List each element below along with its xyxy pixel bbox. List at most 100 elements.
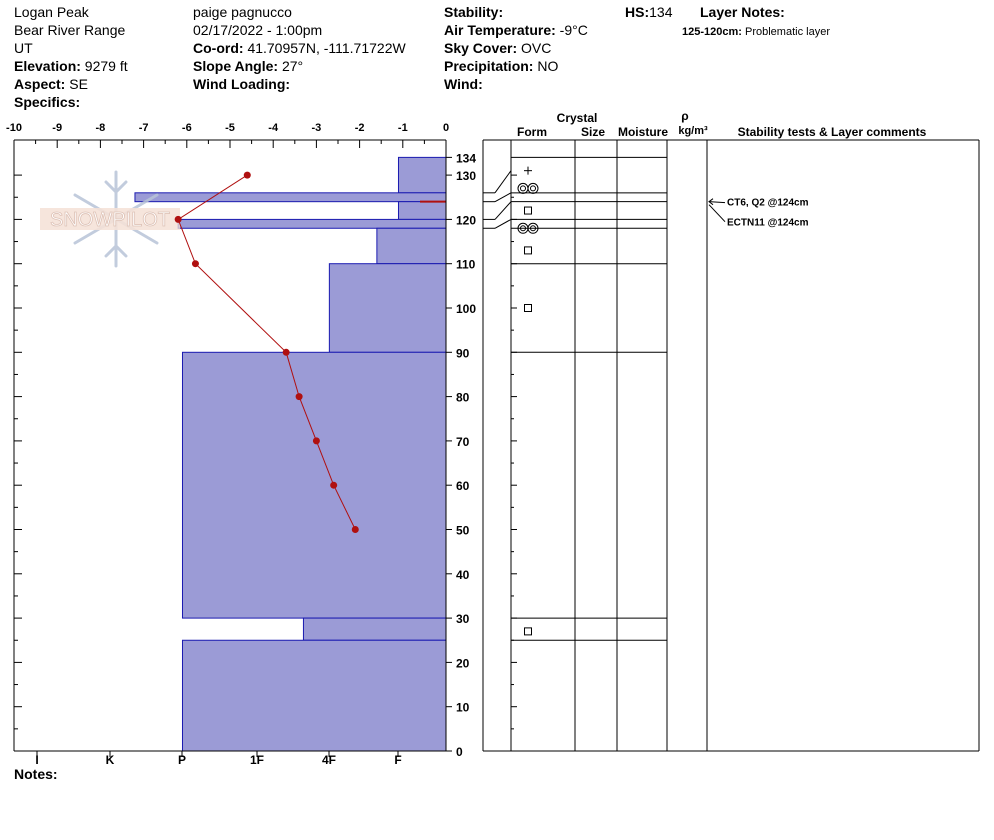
stability-test-label: ECTN11 @124cm [727, 218, 809, 229]
temp-tick-label: -9 [52, 122, 62, 134]
depth-tick-label: 90 [456, 346, 470, 360]
total-snow-depth: HS:134 [625, 4, 673, 20]
depth-tick-label: 120 [456, 213, 476, 227]
crystal-header: Crystal [557, 111, 598, 125]
depth-tick-label: 30 [456, 612, 470, 626]
hardness-layer [181, 639, 447, 752]
crystal-form-ring [527, 182, 539, 194]
crystal-form-square [524, 246, 532, 255]
layer-connector [494, 201, 512, 220]
stability-arrowhead [708, 198, 714, 206]
depth-tick-label: 134 [456, 151, 476, 165]
temp-tick-label: -4 [268, 122, 279, 134]
precipitation: Precipitation: NO [444, 58, 559, 74]
depth-tick-label: 40 [456, 568, 470, 582]
temperature-line [177, 174, 356, 530]
crystal-form-ring [527, 222, 539, 234]
slope-angle: Slope Angle: 27° [193, 58, 304, 74]
date-time: 02/17/2022 - 1:00pm [193, 22, 323, 38]
temperature-point [282, 348, 290, 356]
air-temperature: Air Temperature: -9°C [444, 22, 588, 38]
hardness-scale-label: 1F [250, 753, 264, 767]
notes-label: Notes: [14, 766, 58, 782]
temperature-point [243, 171, 251, 179]
temperature-point [312, 437, 320, 445]
temp-tick-label: -2 [355, 122, 365, 134]
crystal-form-ring-inner [530, 225, 536, 232]
layer-connector [494, 218, 512, 229]
coordinates: Co-ord: 41.70957N, -111.71722W [193, 40, 406, 56]
mountain-range: Bear River Range [14, 22, 126, 38]
observer: paige pagnucco [193, 4, 292, 20]
hardness-layer [397, 156, 447, 194]
crystal-form-square [524, 627, 532, 636]
stability-arrow [708, 201, 726, 204]
temp-tick-label: -3 [312, 122, 322, 134]
temp-tick-label: -6 [182, 122, 192, 134]
stability-arrow [708, 204, 726, 223]
hardness-scale-label: 4F [322, 753, 336, 767]
wind-loading-label: Wind Loading: [193, 76, 291, 92]
size-header: Size [581, 125, 605, 139]
depth-tick-label: 20 [456, 656, 470, 670]
hardness-layer [134, 192, 447, 203]
temperature-point [295, 393, 303, 401]
temp-tick-label: -5 [225, 122, 235, 134]
depth-tick-label: 80 [456, 391, 470, 405]
moisture-header: Moisture [618, 125, 668, 139]
crystal-form-ring-inner [530, 185, 536, 192]
hardness-layer [181, 351, 447, 619]
crystal-form-ring-inner [520, 185, 526, 192]
hardness-scale-label: P [178, 753, 186, 767]
temperature-point [330, 481, 338, 489]
crystal-form-square [524, 206, 532, 215]
depth-tick-label: 10 [456, 701, 470, 715]
crystal-form-ring [517, 182, 529, 194]
hardness-scale-label: F [394, 753, 401, 767]
hardness-layer [177, 218, 447, 229]
density-symbol: ρ [681, 109, 688, 123]
hardness-layer [397, 201, 447, 220]
depth-tick-label: 0 [456, 745, 463, 759]
layer-connector [494, 170, 512, 194]
hardness-scale-label: I [35, 753, 38, 767]
crystal-form-square [524, 304, 532, 312]
stability-label: Stability: [444, 4, 504, 20]
temperature-point [191, 260, 199, 268]
elevation: Elevation: 9279 ft [14, 58, 128, 74]
temp-tick-label: -8 [96, 122, 106, 134]
temp-tick-label: -7 [139, 122, 149, 134]
density-unit: kg/m³ [678, 125, 708, 137]
hardness-layer [302, 617, 447, 641]
logo-text: SNOWPILOT [50, 209, 170, 231]
depth-tick-label: 100 [456, 302, 476, 316]
wind-label: Wind: [444, 76, 483, 92]
location-name: Logan Peak [14, 4, 89, 20]
aspect: Aspect: SE [14, 76, 88, 92]
sky-cover: Sky Cover: OVC [444, 40, 552, 56]
crystal-form-ring-inner [520, 225, 526, 232]
logo-banner [40, 208, 180, 230]
specifics-label: Specifics: [14, 94, 81, 110]
depth-tick-label: 70 [456, 435, 470, 449]
temperature-point [351, 526, 359, 533]
depth-tick-label: 130 [456, 169, 476, 183]
layer-notes-label: Layer Notes: [700, 4, 785, 20]
depth-tick-label: 60 [456, 479, 470, 493]
hardness-scale-label: K [106, 753, 115, 767]
form-header: Form [517, 125, 547, 139]
state: UT [14, 40, 33, 56]
temp-tick-label: 0 [443, 122, 449, 134]
stability-header: Stability tests & Layer comments [738, 125, 927, 139]
temperature-point [174, 215, 182, 223]
hardness-layer [376, 227, 447, 265]
snowpilot-logo: SNOWPILOT [40, 170, 180, 268]
layer-note: 125-120cm: Problematic layer [682, 26, 830, 38]
depth-tick-label: 110 [456, 258, 476, 272]
temp-tick-label: -10 [6, 122, 22, 134]
layer-connector [494, 192, 512, 203]
depth-tick-label: 50 [456, 524, 470, 538]
hardness-layer [328, 263, 447, 353]
temp-tick-label: -1 [398, 122, 408, 134]
